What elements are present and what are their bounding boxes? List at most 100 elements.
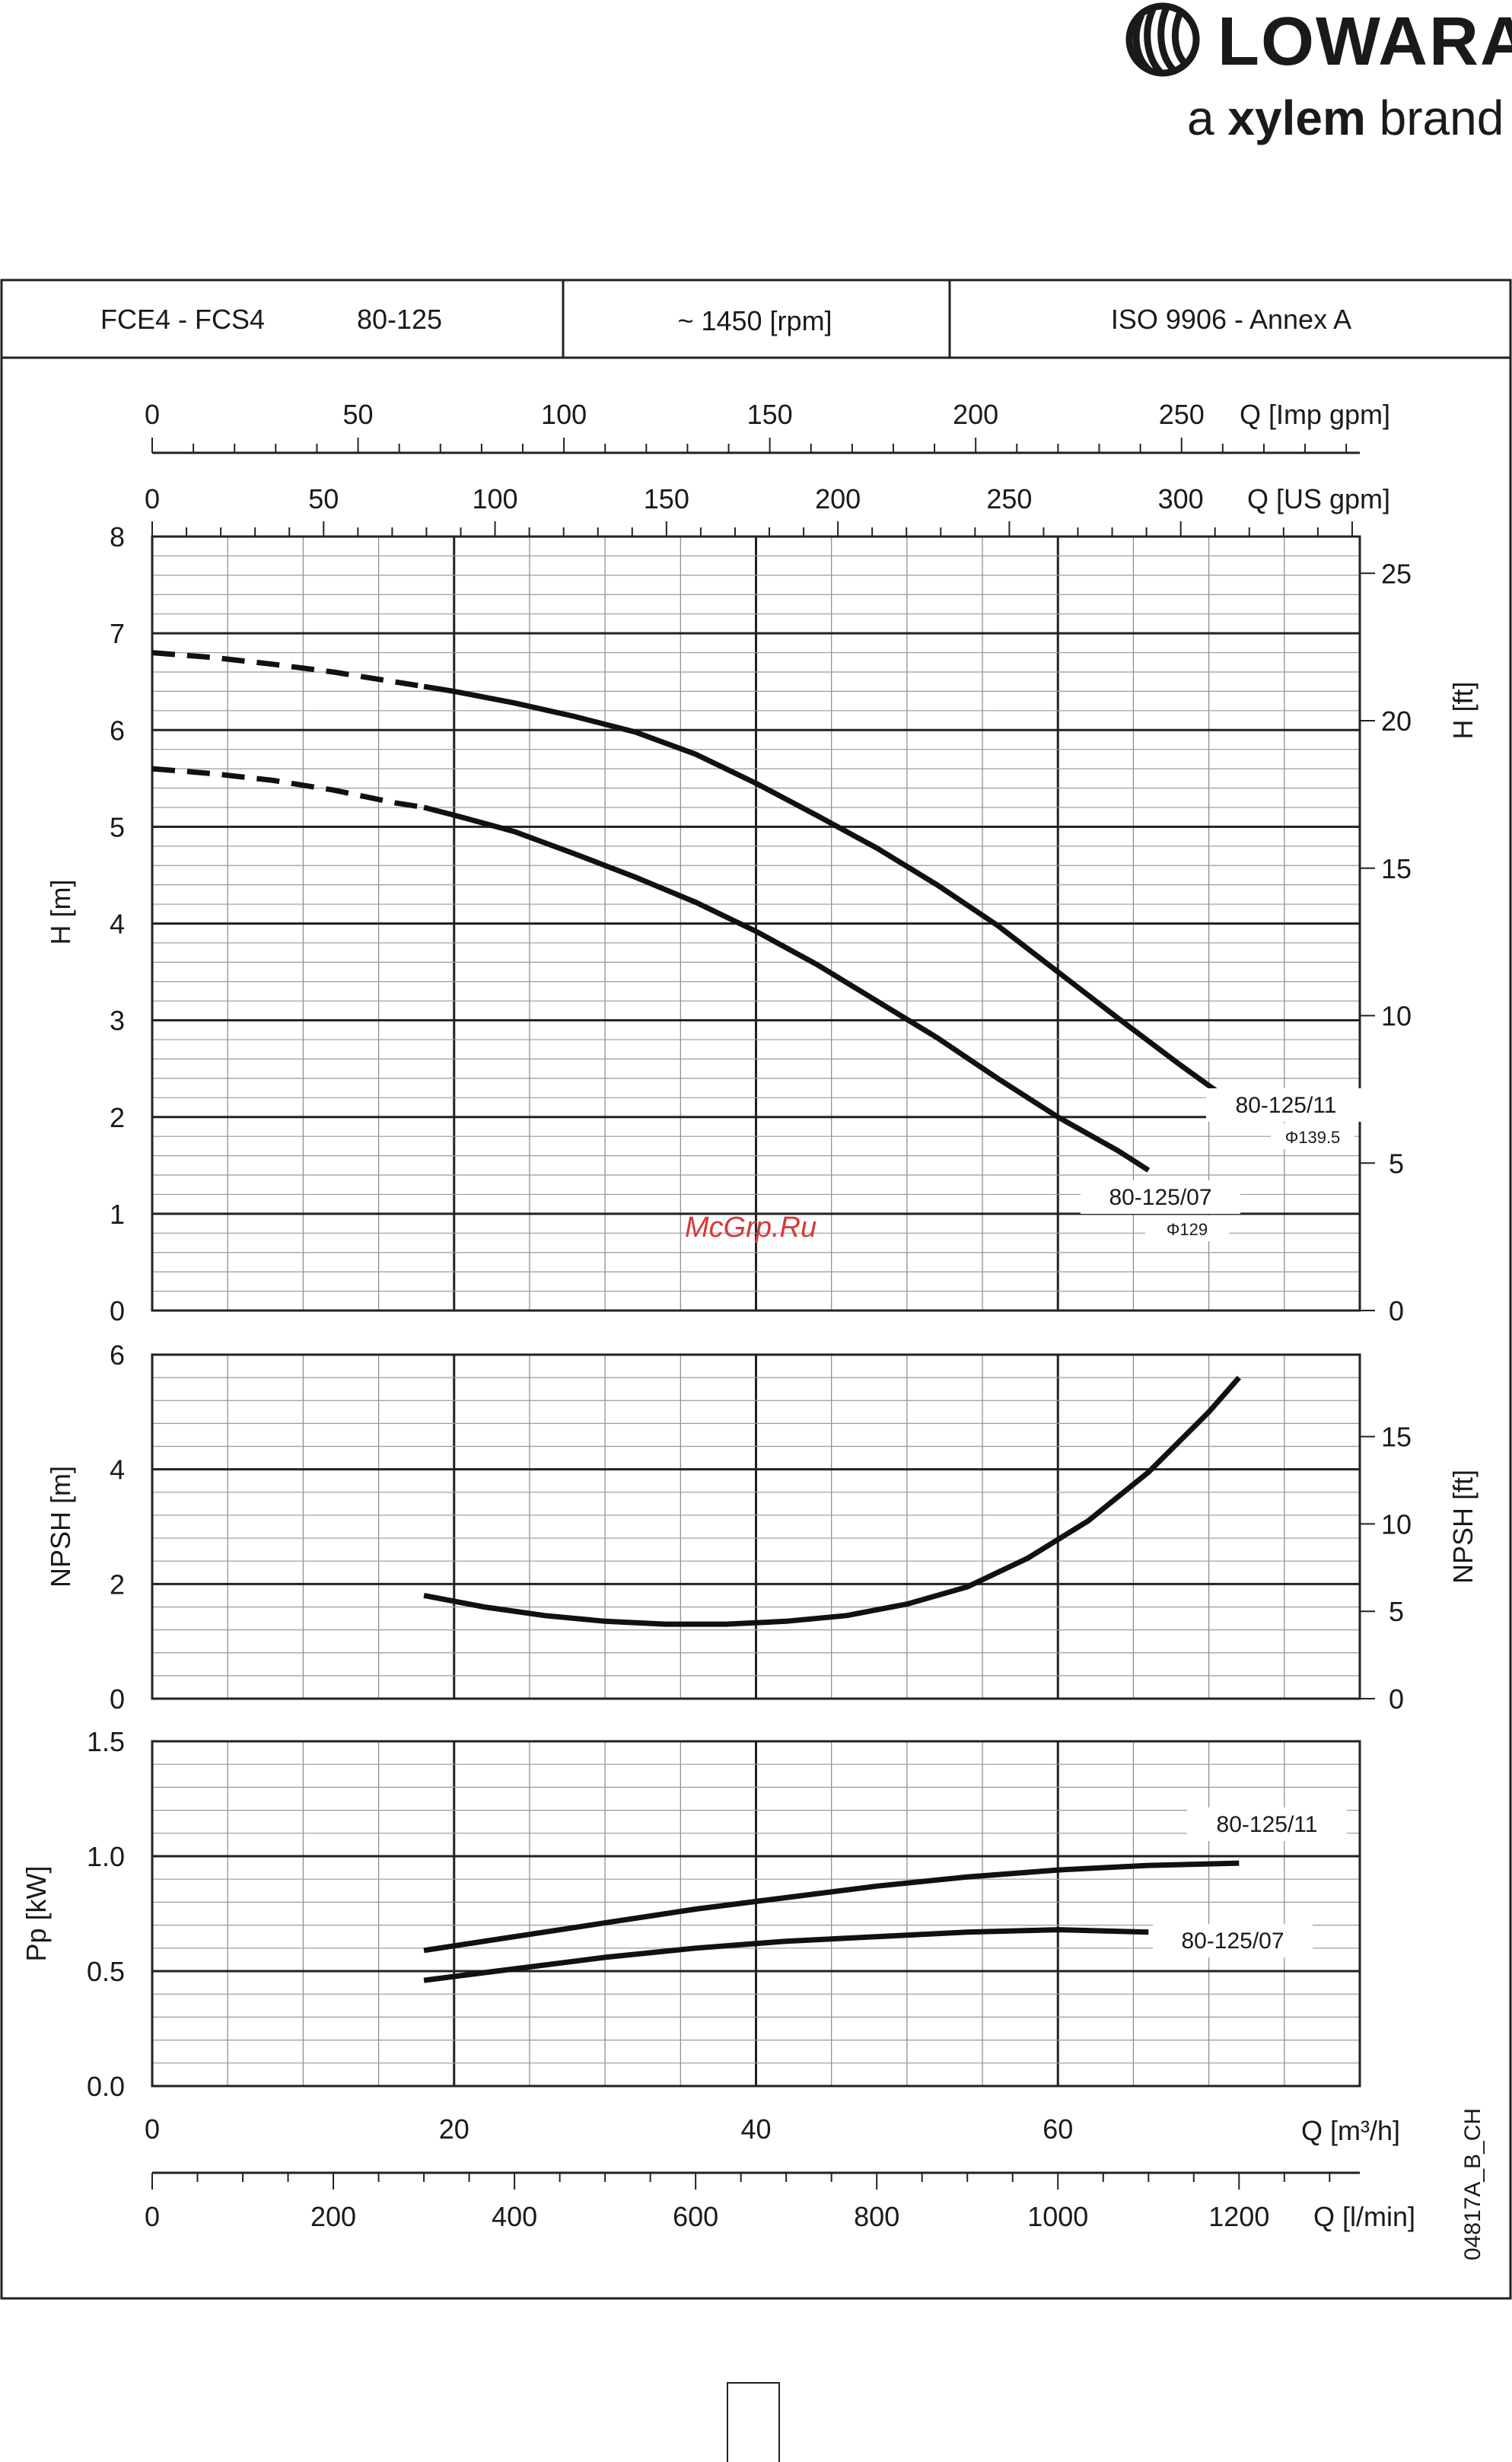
brand-logo: LOWARA a xylem brand (1111, 0, 1512, 160)
y-tick-label: 5 (110, 811, 125, 842)
imp-gpm-axis-tick-label: 0 (145, 399, 160, 430)
panel-3 (151, 1740, 1361, 2088)
header-model: FCE4 - FCS4 (100, 304, 265, 335)
series-label-bg (1187, 1807, 1347, 1841)
imp-gpm-axis-tick-label: 250 (1159, 399, 1205, 430)
y2-tick-label: 5 (1389, 1596, 1404, 1627)
y-tick-label: 2 (110, 1569, 125, 1600)
us-gpm-axis-tick-label: 100 (473, 483, 518, 514)
header-standard: ISO 9906 - Annex A (1111, 304, 1351, 335)
y-tick-label: 6 (110, 715, 125, 746)
m3h-tick-label: 20 (439, 2113, 470, 2145)
panel-border (151, 1740, 1361, 2088)
y-tick-label: 8 (110, 521, 125, 553)
us-gpm-axis-tick-label: 200 (815, 483, 861, 514)
series-sublabel: Φ139.5 (1285, 1128, 1341, 1147)
imp-gpm-axis-label: Q [Imp gpm] (1240, 399, 1390, 430)
lmin-tick-label: 1000 (1027, 2201, 1088, 2232)
y2-axis-label: NPSH [ft] (1447, 1470, 1479, 1584)
series-label: 80-125/11 (1217, 1812, 1318, 1837)
m3h-tick-label: 60 (1042, 2113, 1073, 2145)
lmin-tick-label: 400 (492, 2201, 537, 2232)
series-label-bg (1206, 1088, 1366, 1122)
panel-border (151, 1353, 1361, 1700)
us-gpm-axis-tick-label: 50 (308, 483, 339, 514)
y-tick-label: 4 (110, 1454, 125, 1486)
y-tick-label: 4 (110, 909, 125, 940)
y2-tick-label: 15 (1381, 1422, 1412, 1453)
y-axis-label: NPSH [m] (45, 1466, 76, 1588)
imp-gpm-axis-tick-label: 200 (953, 399, 998, 430)
series-line-dashed (151, 766, 425, 811)
y-axis-label: Pp [kW] (21, 1865, 52, 1961)
lmin-axis-label: Q [l/min] (1313, 2201, 1415, 2232)
y-tick-label: 0 (110, 1295, 125, 1327)
imp-gpm-axis-tick-label: 50 (343, 399, 374, 430)
panel-1 (151, 535, 1375, 1312)
brand-name: LOWARA (1218, 4, 1512, 80)
page-number-box (727, 2382, 780, 2462)
series-line (423, 683, 1241, 1110)
series-line (423, 1375, 1241, 1627)
lmin-tick-label: 800 (854, 2201, 899, 2232)
y-tick-label: 1 (110, 1199, 125, 1230)
y-tick-label: 2 (110, 1102, 125, 1133)
header-size: 80-125 (357, 304, 442, 335)
m3h-tick-label: 0 (145, 2113, 160, 2145)
y-tick-label: 0 (110, 1683, 125, 1715)
y2-tick-label: 20 (1381, 705, 1412, 737)
series-line-dashed (151, 650, 425, 690)
y-tick-label: 0.0 (87, 2071, 125, 2102)
us-gpm-axis-tick-label: 300 (1158, 483, 1204, 514)
imp-gpm-axis-tick-label: 100 (541, 399, 587, 430)
y2-tick-label: 0 (1389, 1295, 1404, 1327)
y-tick-label: 1.5 (87, 1726, 125, 1757)
chart-frame (0, 279, 1512, 2300)
series-line (423, 1860, 1240, 1954)
panel-border (151, 535, 1361, 1312)
us-gpm-axis-tick-label: 0 (145, 483, 160, 514)
y-tick-label: 7 (110, 618, 125, 649)
tagline-suffix: brand (1379, 91, 1504, 145)
series-label-bg (1081, 1180, 1240, 1214)
y-tick-label: 6 (110, 1339, 125, 1371)
y2-tick-label: 0 (1389, 1683, 1404, 1715)
m3h-axis-label: Q [m³/h] (1301, 2115, 1400, 2146)
us-gpm-axis-label: Q [US gpm] (1247, 483, 1390, 514)
tagline-brand: xylem (1227, 91, 1366, 145)
lmin-tick-label: 1200 (1208, 2201, 1269, 2232)
watermark: McGrp.Ru (685, 1212, 817, 1244)
y-tick-label: 0.5 (87, 1956, 125, 1987)
y-tick-label: 3 (110, 1005, 125, 1037)
y2-tick-label: 10 (1381, 1508, 1412, 1540)
y2-tick-label: 25 (1381, 558, 1412, 589)
us-gpm-axis-tick-label: 150 (644, 483, 689, 514)
panel-2 (151, 1353, 1375, 1700)
y2-tick-label: 15 (1381, 853, 1412, 884)
series-line (423, 1927, 1149, 1983)
series-sublabel-bg (1271, 1123, 1354, 1149)
y-tick-label: 1.0 (87, 1841, 125, 1872)
series-label: 80-125/11 (1236, 1093, 1337, 1118)
lmin-tick-label: 200 (310, 2201, 356, 2232)
y2-tick-label: 5 (1389, 1148, 1404, 1179)
series-label: 80-125/07 (1109, 1185, 1211, 1210)
header-speed: ~ 1450 [rpm] (677, 305, 832, 336)
y2-axis-label: H [ft] (1447, 681, 1479, 739)
y2-tick-label: 10 (1381, 1001, 1412, 1032)
us-gpm-axis-tick-label: 250 (986, 483, 1032, 514)
y-axis-label: H [m] (45, 880, 76, 945)
series-sublabel: Φ129 (1167, 1220, 1208, 1239)
series-line (423, 804, 1151, 1173)
series-label-bg (1153, 1924, 1313, 1957)
m3h-tick-label: 40 (740, 2113, 771, 2145)
document-code: 04817A_B_CH (1460, 2108, 1485, 2260)
lowara-swirl-icon (1125, 2, 1200, 77)
series-sublabel-bg (1145, 1215, 1229, 1241)
lmin-tick-label: 0 (145, 2201, 160, 2232)
imp-gpm-axis-tick-label: 150 (747, 399, 793, 430)
lmin-tick-label: 600 (673, 2201, 718, 2232)
brand-tagline: a xylem brand (1187, 90, 1504, 146)
tagline-prefix: a (1187, 91, 1214, 145)
